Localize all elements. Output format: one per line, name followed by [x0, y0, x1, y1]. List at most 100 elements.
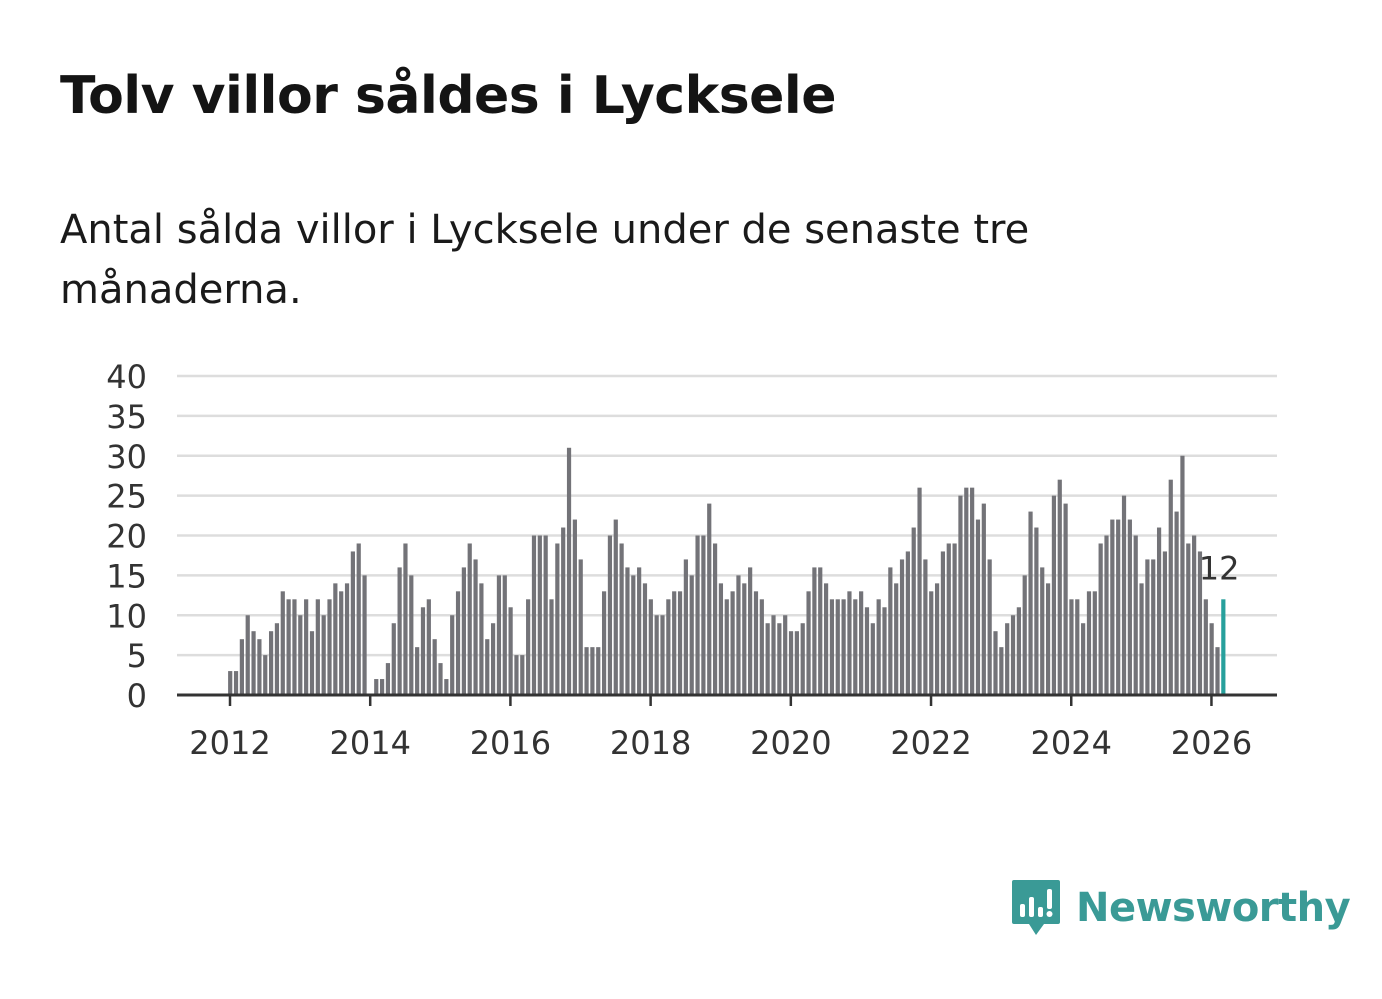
bar [718, 583, 724, 695]
bar [508, 607, 513, 695]
bar [800, 623, 805, 695]
highlight-value-label: 12 [1199, 549, 1240, 587]
bar [765, 623, 770, 695]
bar [1168, 479, 1173, 695]
bar [1203, 599, 1208, 695]
bar [298, 615, 303, 695]
bar [788, 631, 794, 695]
bar [280, 591, 285, 695]
bar [666, 599, 671, 695]
bar [438, 663, 443, 695]
bar [1034, 527, 1039, 695]
bar [1156, 527, 1162, 695]
annotations: 12 [1199, 549, 1240, 587]
bar [362, 575, 367, 695]
bar [543, 535, 548, 695]
bar [642, 583, 648, 695]
bar [818, 567, 823, 695]
bar [952, 543, 957, 695]
bar [379, 679, 385, 695]
bar [917, 487, 922, 695]
bar [882, 607, 887, 695]
bar [619, 543, 624, 695]
bar [455, 591, 461, 695]
bar [1016, 607, 1021, 695]
bar [1180, 455, 1185, 695]
bar [1162, 551, 1168, 695]
x-tick-label: 2012 [189, 724, 270, 762]
bar [1121, 495, 1127, 695]
bar [1086, 591, 1092, 695]
bar [432, 639, 437, 695]
bar [502, 575, 507, 695]
bar [771, 615, 776, 695]
bar [473, 559, 478, 695]
bar [566, 447, 572, 695]
bar [1151, 559, 1156, 695]
bar [1063, 503, 1068, 695]
bar [385, 663, 391, 695]
bar [549, 599, 554, 695]
bar [970, 487, 975, 695]
x-tick-label: 2016 [470, 724, 551, 762]
bar [315, 599, 320, 695]
bar [1133, 535, 1138, 695]
bar [964, 487, 969, 695]
bar [233, 671, 239, 695]
bar [304, 599, 309, 695]
x-axis: 2012 2014 2016 2018 2020 2022 2024 2026 [177, 693, 1277, 762]
bar [444, 679, 449, 695]
bar [485, 639, 490, 695]
bar [707, 503, 712, 695]
bar [683, 559, 688, 695]
bar [356, 543, 361, 695]
bar [864, 607, 870, 695]
bar [1145, 559, 1150, 695]
bar [333, 583, 338, 695]
bar [993, 631, 998, 695]
bar [987, 559, 992, 695]
bar [1215, 647, 1220, 695]
bar [537, 535, 542, 695]
bar [905, 551, 910, 695]
bar [829, 599, 835, 695]
bar [590, 647, 595, 695]
bar [496, 575, 502, 695]
bar [339, 591, 344, 695]
bar [578, 559, 583, 695]
bar [654, 615, 659, 695]
bar [415, 647, 420, 695]
bar [450, 615, 455, 695]
bar [783, 615, 788, 695]
bar [631, 575, 636, 695]
bar [1028, 511, 1033, 695]
bar [1192, 535, 1197, 695]
x-tick-label: 2018 [610, 724, 691, 762]
bar [397, 567, 402, 695]
bar [841, 599, 846, 695]
bar [596, 647, 601, 695]
bar [1098, 543, 1103, 695]
bar [724, 599, 729, 695]
bar [859, 591, 864, 695]
bar [929, 591, 934, 695]
y-tick-label: 5 [127, 637, 147, 675]
bar [876, 599, 881, 695]
chart-subtitle: Antal sålda villor i Lycksele under de s… [60, 207, 1030, 313]
bar [689, 575, 694, 695]
bar [245, 615, 250, 695]
bar [403, 543, 408, 695]
newsworthy-logo-icon [1012, 880, 1060, 935]
bar [847, 591, 852, 695]
bar [327, 599, 332, 695]
bar [695, 535, 700, 695]
bar [286, 599, 291, 695]
brand-name: Newsworthy [1076, 885, 1351, 931]
bar [374, 679, 379, 695]
bar [894, 583, 899, 695]
bar [1069, 599, 1074, 695]
bar [958, 495, 963, 695]
x-tick-label: 2020 [750, 724, 831, 762]
